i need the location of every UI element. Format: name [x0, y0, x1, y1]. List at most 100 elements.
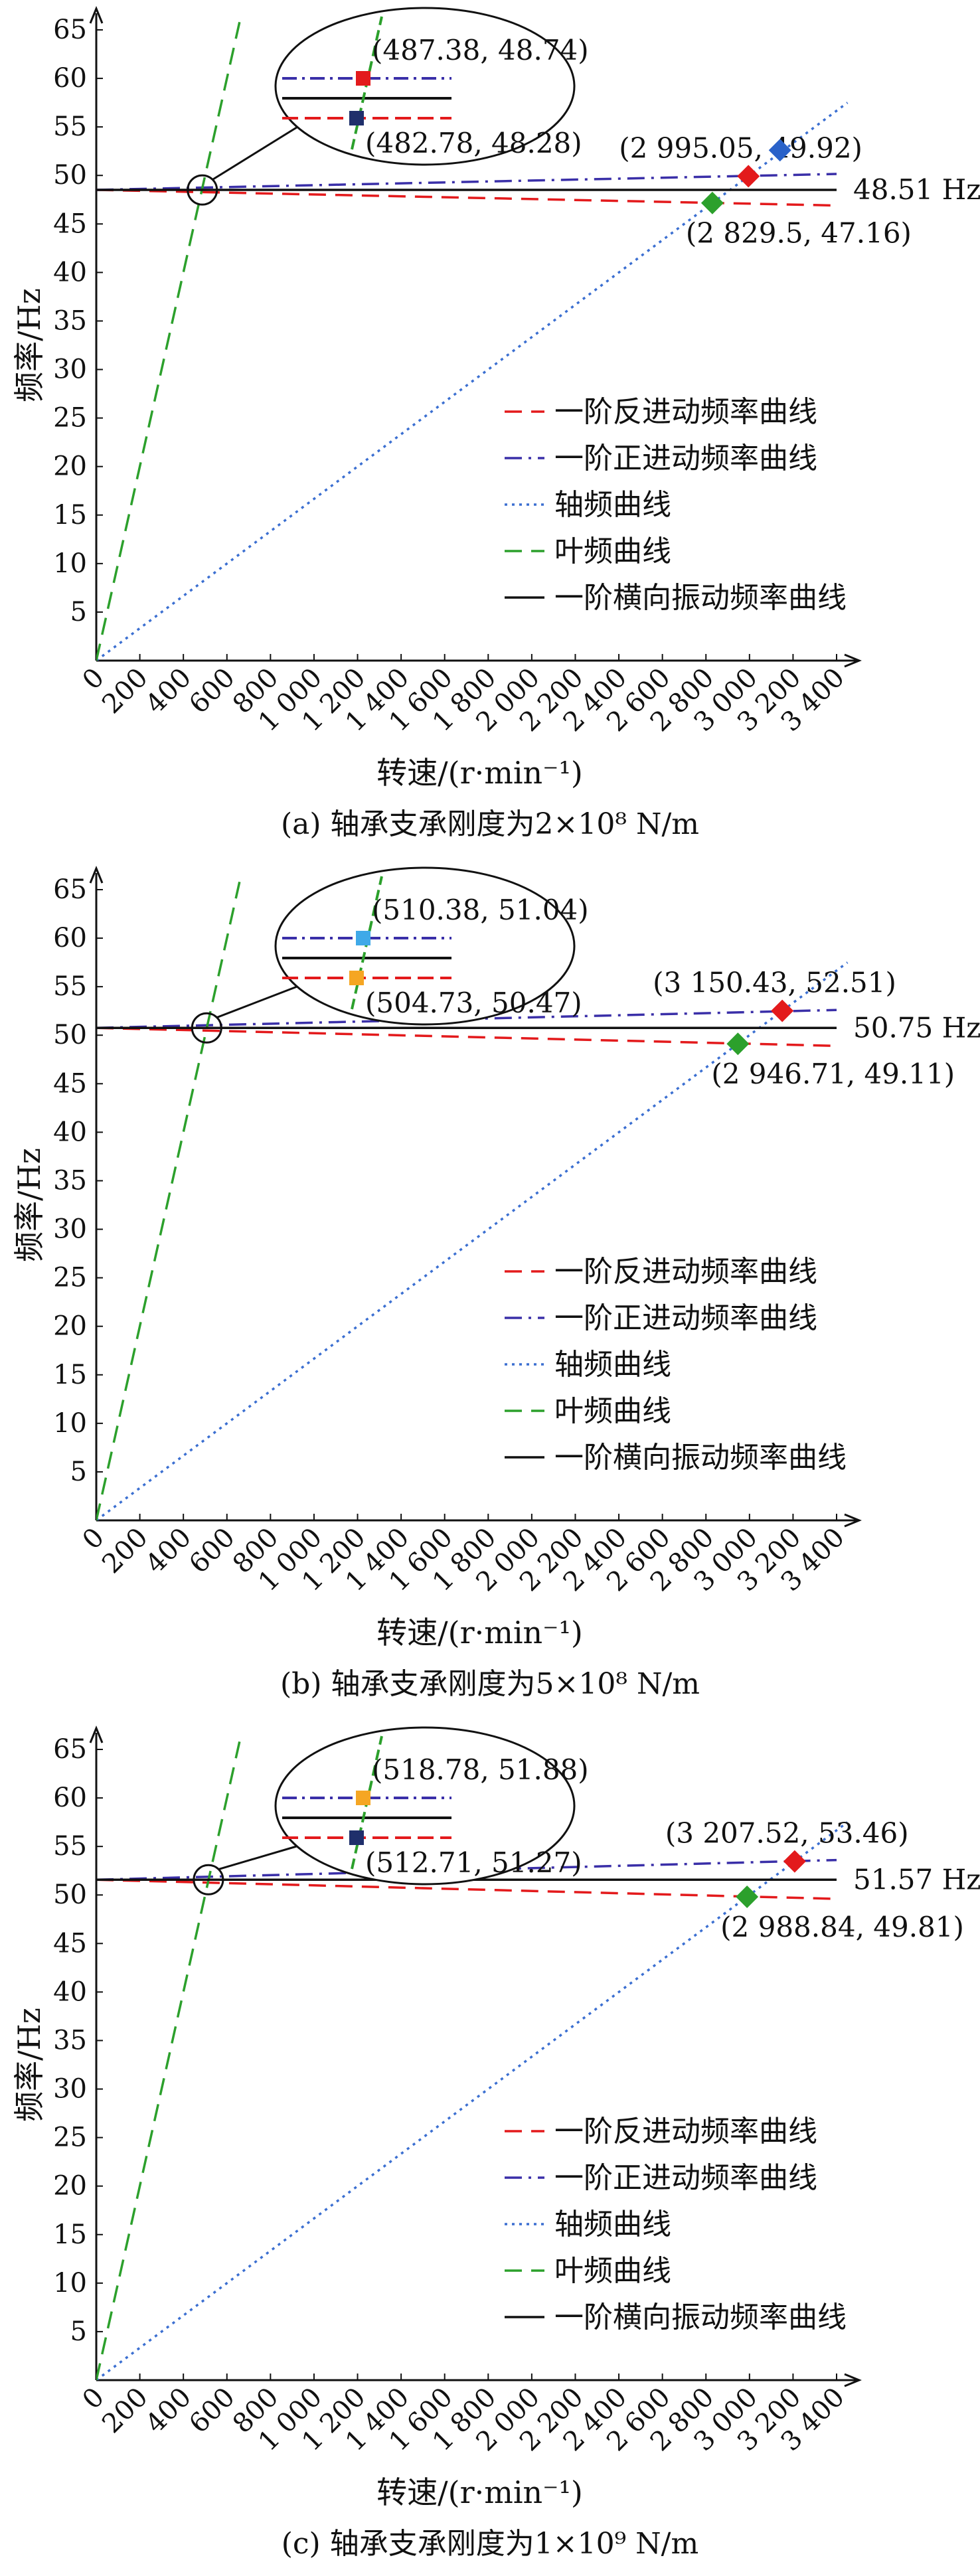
legend-label-4: 一阶横向振动频率曲线	[554, 1441, 847, 1475]
y-tick-label: 20	[53, 1311, 87, 1342]
y-axis-title: 频率/Hz	[11, 288, 47, 402]
inset-point-lower	[349, 111, 364, 125]
y-tick-label: 40	[53, 257, 87, 287]
x-tick-label: 600	[183, 2382, 241, 2440]
zoom-circle	[187, 174, 218, 206]
legend-label-1: 一阶正进动频率曲线	[554, 1301, 817, 1335]
legend-label-1: 一阶正进动频率曲线	[554, 442, 817, 475]
y-tick-label: 45	[53, 1928, 87, 1959]
legend-label-3: 叶频曲线	[554, 1394, 671, 1428]
intersection-marker	[726, 1032, 750, 1056]
x-axis-title: 转速/(r·min⁻¹)	[376, 755, 583, 791]
inset-label-lower: (512.71, 51.27)	[365, 1846, 582, 1879]
chart-svg-c: 510152025303540455055606502004006008001 …	[11, 1726, 980, 2510]
zoom-circle	[191, 1012, 222, 1044]
series-line-2	[96, 102, 849, 661]
zoom-leader	[216, 985, 299, 1018]
y-tick-label: 50	[53, 160, 87, 191]
chart-panel-c: 5 10 15 20 25 30 35 40 45 50 55 60 65 0 200 400 600 800 1 …	[0, 1720, 980, 2576]
y-tick-label: 65	[53, 1734, 87, 1765]
y-tick-label: 35	[53, 1165, 87, 1196]
x-tick-label: 600	[183, 663, 241, 720]
x-axis-title: 转速/(r·min⁻¹)	[376, 1615, 583, 1650]
inset-label-lower: (482.78, 48.28)	[365, 127, 582, 159]
intersection-label: (2 988.84, 49.81)	[720, 1911, 964, 1943]
legend-label-2: 轴频曲线	[554, 2208, 671, 2241]
y-tick-label: 50	[53, 1880, 87, 1910]
x-tick-label: 400	[140, 1522, 198, 1580]
legend-label-0: 一阶反进动频率曲线	[554, 395, 817, 429]
series-line-3	[96, 1741, 241, 2380]
y-tick-label: 10	[53, 1408, 87, 1439]
y-tick-label: 30	[53, 2074, 87, 2105]
x-axis-arrow	[844, 653, 862, 668]
inset-label-upper: (518.78, 51.88)	[372, 1753, 589, 1786]
y-tick-label: 10	[53, 548, 87, 579]
x-tick-label: 400	[140, 2382, 198, 2440]
series-line-3	[96, 881, 241, 1520]
y-tick-label: 15	[53, 1360, 87, 1390]
y-tick-label: 30	[53, 1214, 87, 1245]
inset-label-upper: (487.38, 48.74)	[372, 34, 589, 66]
legend-label-3: 叶频曲线	[554, 534, 671, 568]
legend-label-0: 一阶反进动频率曲线	[554, 2115, 817, 2148]
chart-panel-b: 5 10 15 20 25 30 35 40 45 50 55 60 65 0 200 400 600 800 1 …	[0, 860, 980, 1716]
intersection-label: (3 150.43, 52.51)	[653, 967, 896, 999]
y-tick-label: 15	[53, 2219, 87, 2250]
y-tick-label: 5	[70, 597, 87, 627]
y-tick-label: 55	[53, 1831, 87, 1862]
intersection-marker	[737, 165, 760, 188]
y-tick-label: 40	[53, 1117, 87, 1147]
zoom-leader	[212, 125, 299, 181]
intersection-marker	[736, 1886, 759, 1908]
chart-panel-a: 5 10 15 20 25 30 35 40 45 50 55 60 65 0 200 400 600 800 1 …	[0, 0, 980, 856]
y-tick-label: 20	[53, 451, 87, 482]
inset-point-lower	[349, 971, 364, 985]
y-tick-label: 25	[53, 2123, 87, 2153]
y-tick-label: 60	[53, 923, 87, 953]
inset-point-upper	[356, 1791, 370, 1805]
series-line-0	[96, 1026, 837, 1048]
y-tick-label: 10	[53, 2268, 87, 2298]
intersection-label: (2 946.71, 49.11)	[711, 1058, 955, 1090]
chart-svg-a: 510152025303540455055606502004006008001 …	[11, 6, 980, 791]
zoom-leader	[218, 1844, 299, 1870]
legend-label-0: 一阶反进动频率曲线	[554, 1255, 817, 1289]
x-axis-title: 转速/(r·min⁻¹)	[376, 2474, 583, 2510]
legend-label-3: 叶频曲线	[554, 2254, 671, 2288]
y-tick-label: 55	[53, 971, 87, 1002]
y-tick-label: 55	[53, 112, 87, 142]
y-tick-label: 5	[70, 1457, 87, 1487]
y-tick-label: 25	[53, 1263, 87, 1293]
zoom-circle	[193, 1864, 224, 1895]
x-tick-label: 200	[96, 1522, 154, 1580]
reference-label: 48.51 Hz	[853, 173, 980, 206]
intersection-label: (2 829.5, 47.16)	[686, 217, 912, 250]
x-tick-label: 400	[140, 663, 198, 720]
series-line-2	[96, 961, 849, 1520]
reference-label: 51.57 Hz	[853, 1863, 980, 1895]
y-tick-label: 25	[53, 403, 87, 434]
y-tick-label: 65	[53, 874, 87, 905]
y-tick-label: 65	[53, 15, 87, 45]
inset-point-lower	[349, 1830, 364, 1845]
legend-label-4: 一阶横向振动频率曲线	[554, 2300, 847, 2334]
y-axis-arrow	[89, 6, 104, 24]
legend-label-2: 轴频曲线	[554, 1348, 671, 1382]
x-axis-arrow	[844, 2373, 862, 2387]
x-axis-arrow	[844, 1513, 862, 1528]
y-tick-label: 5	[70, 2316, 87, 2347]
y-tick-label: 45	[53, 1068, 87, 1099]
y-tick-label: 35	[53, 305, 87, 336]
y-axis-arrow	[89, 866, 104, 884]
series-line-2	[96, 1821, 849, 2380]
inset-point-upper	[356, 71, 370, 86]
legend-label-4: 一阶横向振动频率曲线	[554, 581, 847, 615]
inset-label-upper: (510.38, 51.04)	[372, 894, 589, 926]
inset-point-upper	[356, 931, 370, 945]
inset-label-lower: (504.73, 50.47)	[365, 987, 582, 1019]
x-tick-label: 600	[183, 1522, 241, 1580]
y-tick-label: 20	[53, 2171, 87, 2202]
series-line-0	[96, 1878, 837, 1900]
y-tick-label: 40	[53, 1976, 87, 2007]
